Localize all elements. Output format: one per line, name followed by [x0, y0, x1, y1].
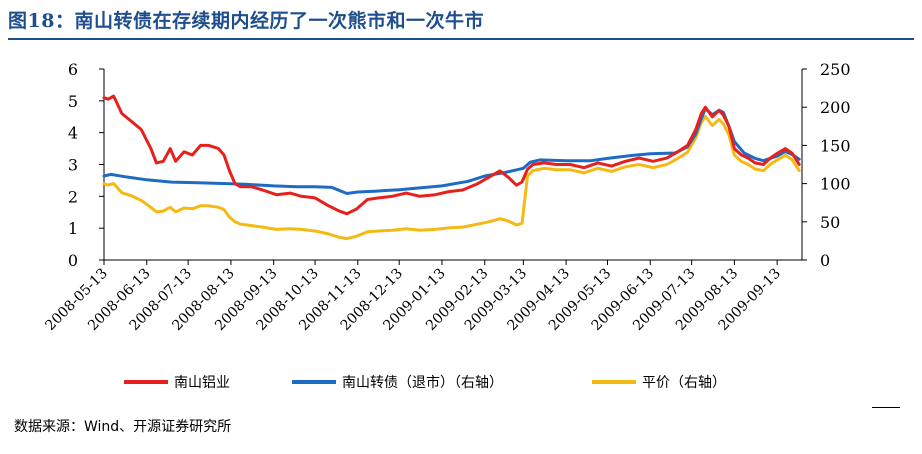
y-left-tick-label: 3	[68, 156, 78, 175]
chart-legend: 南山铝业 南山转债（退市）（右轴） 平价（右轴）	[0, 372, 922, 398]
y-left-tick-label: 5	[68, 92, 78, 111]
y-right-tick-label: 0	[820, 251, 830, 270]
series-line-nanshan-cb	[102, 107, 801, 195]
legend-swatch-red	[124, 380, 168, 384]
legend-swatch-yellow	[592, 380, 636, 384]
line-chart: 01234560501001502002502008-05-132008-06-…	[42, 60, 851, 334]
y-right-tick-label: 100	[820, 175, 851, 194]
legend-label: 平价（右轴）	[642, 375, 726, 391]
data-source: 数据来源：Wind、开源证券研究所	[14, 419, 232, 435]
y-right-tick-label: 150	[820, 136, 851, 155]
y-left-tick-label: 1	[68, 219, 78, 238]
title-underline	[8, 38, 914, 40]
legend-label: 南山转债（退市）（右轴）	[342, 375, 503, 391]
legend-item-nanshan-aluminum: 南山铝业	[124, 372, 230, 392]
series-line-parity	[102, 114, 801, 241]
footer-rule	[872, 407, 900, 408]
legend-swatch-blue	[292, 380, 336, 384]
figure-title: 图18：南山转债在存续期内经历了一次熊市和一次牛市	[8, 10, 484, 32]
legend-item-nanshan-cb: 南山转债（退市）（右轴）	[292, 372, 503, 392]
y-left-tick-label: 2	[68, 187, 78, 206]
y-right-tick-label: 250	[820, 60, 851, 79]
series-line-nanshan-aluminum	[102, 94, 801, 216]
y-right-tick-label: 50	[820, 213, 840, 232]
y-left-tick-label: 0	[68, 251, 78, 270]
legend-item-parity: 平价（右轴）	[592, 372, 726, 392]
y-right-tick-label: 200	[820, 98, 851, 117]
y-left-tick-label: 4	[68, 124, 78, 143]
legend-label: 南山铝业	[174, 375, 230, 391]
y-left-tick-label: 6	[68, 60, 78, 79]
